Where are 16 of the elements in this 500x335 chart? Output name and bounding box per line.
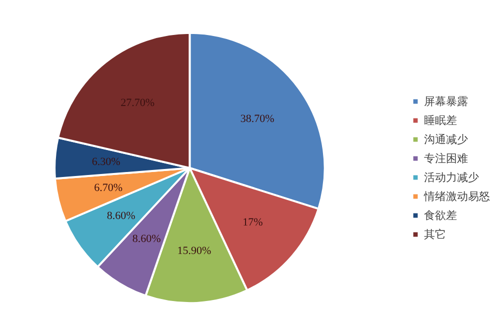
legend-label: 睡眠差 xyxy=(424,112,457,128)
legend-label: 沟通减少 xyxy=(424,132,468,146)
data-label: 15.90% xyxy=(177,244,212,257)
legend-label: 其它 xyxy=(424,226,446,242)
data-label: 8.60% xyxy=(132,233,161,246)
legend-label: 专注困难 xyxy=(424,150,468,166)
data-label: 38.70% xyxy=(240,112,274,125)
legend-label: 食欲差 xyxy=(424,208,457,222)
data-label: 8.60% xyxy=(106,210,136,222)
legend-label: 活动力减少 xyxy=(424,170,479,184)
data-label: 6.30% xyxy=(92,156,120,168)
legend-label: 屏幕暴露 xyxy=(424,94,468,108)
data-label: 17% xyxy=(242,216,263,229)
data-label: 6.70% xyxy=(94,182,123,194)
legend-label: 情绪激动易怒 xyxy=(424,188,490,204)
data-label: 27.70% xyxy=(120,96,154,109)
